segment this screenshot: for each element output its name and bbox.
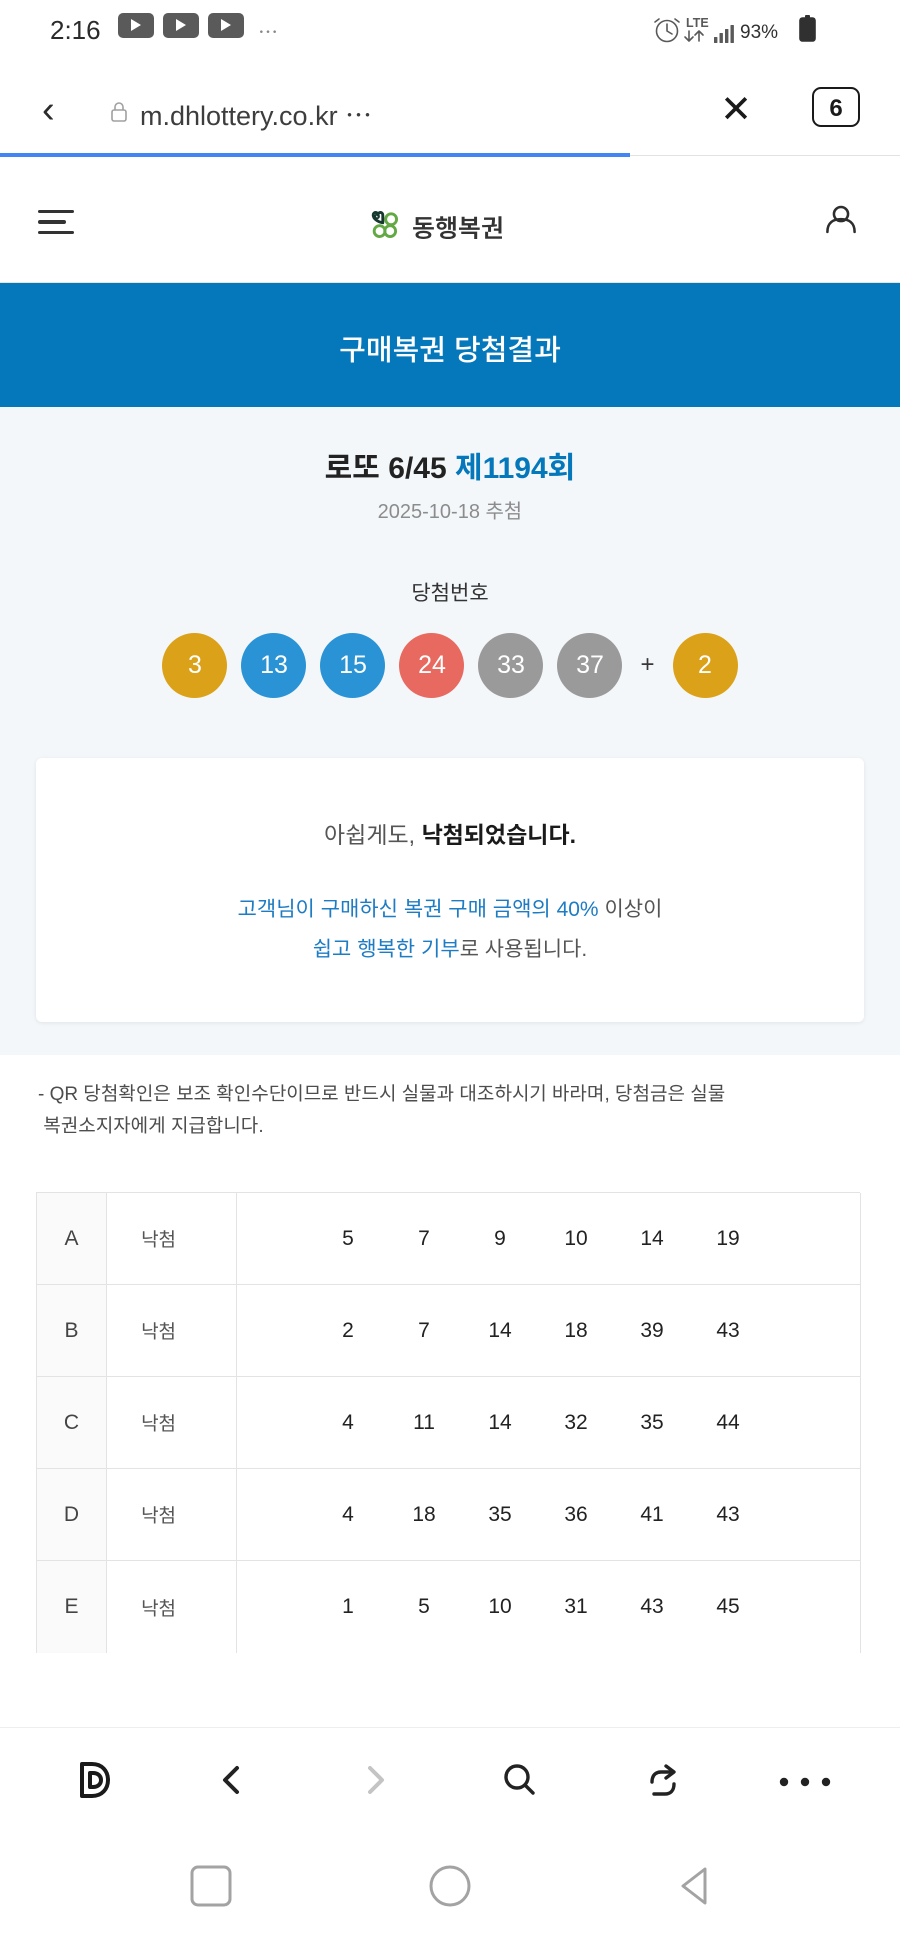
svg-text:LTE: LTE bbox=[686, 16, 709, 30]
svg-text:93%: 93% bbox=[740, 22, 778, 43]
